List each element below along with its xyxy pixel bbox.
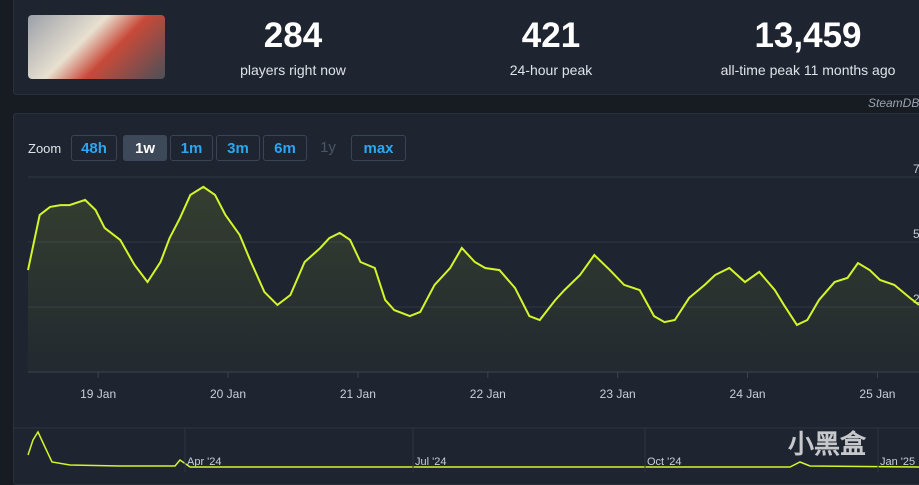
zoom-button: 1y: [320, 139, 336, 156]
zoom-button[interactable]: 1w: [123, 135, 167, 161]
line: [27, 185, 919, 327]
x-tick-label: 24 Jan: [730, 387, 766, 401]
x-tick-label: 20 Jan: [210, 387, 246, 401]
zoom-button[interactable]: max: [351, 135, 406, 161]
stat-label: 24-hour peak: [509, 62, 593, 78]
stat: 284 players right now: [173, 16, 413, 78]
stat-value: 421: [521, 16, 581, 55]
navigator-line: [27, 430, 919, 468]
zoom-label: Zoom: [28, 141, 62, 156]
x-tick-label: 21 Jan: [340, 387, 376, 401]
page: 284 players right now 421 24-hour peak 13,…: [13, 0, 919, 485]
x-tick-label: 22 Jan: [470, 387, 506, 401]
source: SteamDB: [868, 96, 919, 110]
zoom-button[interactable]: 6m: [263, 135, 307, 161]
navigator-label: Jan '25: [880, 456, 915, 468]
watermark: 小黑盒: [788, 429, 867, 459]
x-tick-label: 25 Jan: [859, 387, 895, 401]
stat: 421 24-hour peak: [431, 16, 671, 78]
y-tick-label: 250: [913, 292, 919, 306]
y-tick-label: 500: [913, 227, 919, 241]
stat-label: players right now: [240, 62, 346, 78]
chart: 250 500 750 19 Jan 20 Jan 21 Jan 22 Jan 23 Jan 2…: [13, 162, 919, 472]
game-thumbnail: [28, 15, 165, 79]
x-tick-label: 23 Jan: [600, 387, 636, 401]
zoom-button[interactable]: 1m: [170, 135, 213, 161]
stat: 13,459 all-time peak 11 months ago: [688, 16, 919, 78]
stat-label: all-time peak 11 months ago: [720, 62, 896, 78]
zoom-button[interactable]: 48h: [71, 135, 117, 161]
line-area: [28, 186, 919, 372]
stat-value: 13,459: [754, 16, 862, 55]
navigator-label: Jul '24: [415, 456, 446, 468]
navigator-label: Apr '24: [187, 456, 222, 468]
y-tick-label: 750: [913, 162, 919, 176]
stat-value: 284: [263, 16, 323, 55]
navigator-label: Oct '24: [647, 456, 682, 468]
x-tick-label: 19 Jan: [80, 387, 116, 401]
zoom-button[interactable]: 3m: [216, 135, 260, 161]
